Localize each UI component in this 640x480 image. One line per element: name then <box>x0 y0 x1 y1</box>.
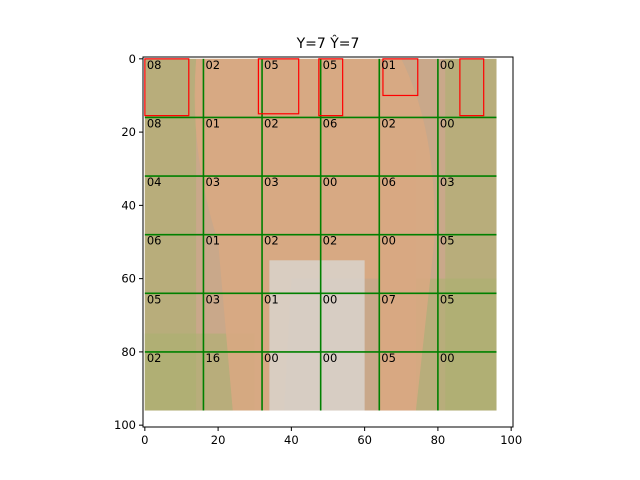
cell-label: 06 <box>381 175 396 189</box>
x-axis: 0 20 40 60 80 100 <box>141 427 522 447</box>
y-axis: 0 20 40 60 80 100 <box>114 52 143 432</box>
cell-label: 07 <box>381 292 396 306</box>
image-animal-legs <box>269 260 365 411</box>
cell-label: 06 <box>147 234 162 248</box>
cell-label: 00 <box>381 234 396 248</box>
bounding-box <box>382 58 419 97</box>
cell-label: 00 <box>440 58 455 72</box>
cell-label: 08 <box>147 58 162 72</box>
cell-label: 02 <box>264 234 279 248</box>
cell-label: 00 <box>323 351 338 365</box>
cell-label: 05 <box>147 292 162 306</box>
cell-label: 03 <box>264 175 279 189</box>
x-tick-label: 20 <box>211 433 226 447</box>
cell-label: 03 <box>205 292 220 306</box>
cell-label: 00 <box>440 351 455 365</box>
x-tick-label: 40 <box>284 433 299 447</box>
cell-label: 00 <box>323 175 338 189</box>
cell-label: 00 <box>440 116 455 130</box>
plot-area: 08 02 05 05 01 00 08 01 02 06 02 00 04 03 03 00 06 03 06 01… <box>144 58 497 411</box>
cell-label: 05 <box>323 58 338 72</box>
cell-label: 02 <box>147 351 162 365</box>
cell-label: 02 <box>323 234 338 248</box>
cell-label: 02 <box>205 58 220 72</box>
cell-label: 06 <box>323 116 338 130</box>
y-tick-label: 80 <box>121 345 136 359</box>
cell-label: 03 <box>440 175 455 189</box>
cell-label: 04 <box>147 175 162 189</box>
x-tick-label: 60 <box>357 433 372 447</box>
cell-label: 05 <box>264 58 279 72</box>
x-tick-label: 100 <box>500 433 522 447</box>
cell-label: 16 <box>205 351 220 365</box>
cell-label: 00 <box>264 351 279 365</box>
y-tick-label: 40 <box>121 198 136 212</box>
y-tick-label: 20 <box>121 125 136 139</box>
cell-label: 01 <box>381 58 396 72</box>
cell-label: 02 <box>381 116 396 130</box>
cell-label: 05 <box>381 351 396 365</box>
bounding-box <box>318 58 344 117</box>
y-tick-label: 0 <box>129 52 136 66</box>
x-tick-label: 0 <box>141 433 148 447</box>
cell-label: 01 <box>205 116 220 130</box>
cell-label: 03 <box>205 175 220 189</box>
bounding-box <box>257 58 300 115</box>
y-tick-label: 60 <box>121 272 136 286</box>
chart-title: Y=7 Ŷ=7 <box>296 34 360 52</box>
cell-label: 01 <box>205 234 220 248</box>
cell-label: 01 <box>264 292 279 306</box>
cell-label: 05 <box>440 234 455 248</box>
grid-layer <box>144 58 497 411</box>
x-tick-label: 80 <box>431 433 446 447</box>
image-animal-tail <box>379 150 416 411</box>
box-layer <box>144 58 485 117</box>
cell-label: 02 <box>264 116 279 130</box>
axes-frame <box>142 56 514 428</box>
bounding-box <box>459 58 485 117</box>
cell-label: 05 <box>440 292 455 306</box>
label-layer: 08 02 05 05 01 00 08 01 02 06 02 00 04 03 03 00 06 03 06 01… <box>147 58 455 365</box>
bounding-box <box>144 58 190 117</box>
y-tick-label: 100 <box>114 418 136 432</box>
cell-label: 00 <box>323 292 338 306</box>
cell-label: 08 <box>147 116 162 130</box>
